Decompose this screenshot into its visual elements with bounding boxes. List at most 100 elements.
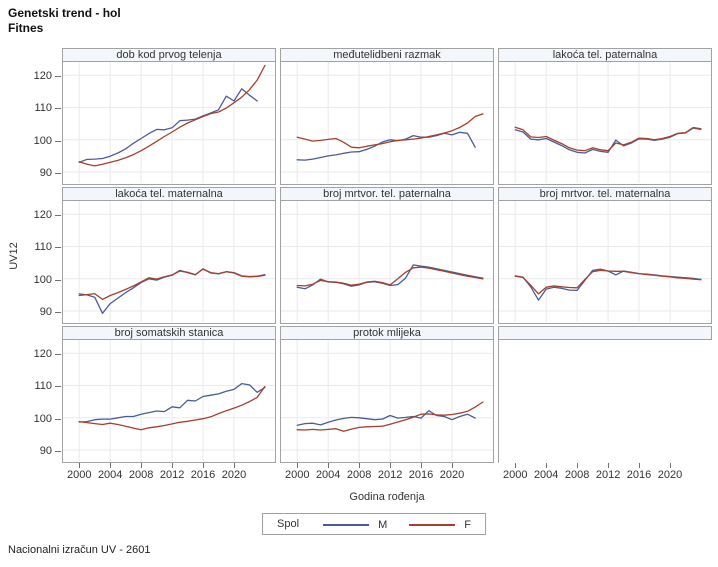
panel-plot-svg <box>281 340 493 461</box>
y-tick-mark <box>55 354 61 355</box>
y-tick-label: 90 <box>39 167 52 180</box>
x-tick-label: 2020 <box>657 469 683 481</box>
chart-title: Genetski trend - hol <box>8 6 121 20</box>
x-tick-label: 2000 <box>66 469 92 481</box>
x-tick-label: 2020 <box>221 469 247 481</box>
y-tick-label: 100 <box>33 273 52 286</box>
legend-title: Spol <box>277 518 300 530</box>
x-tick-mark <box>328 463 329 468</box>
legend-entry-label: F <box>464 519 471 531</box>
panel-plot-empty <box>498 340 712 463</box>
legend-line-swatch <box>409 524 456 526</box>
y-tick-mark <box>55 312 61 313</box>
chart-subtitle: Fitnes <box>8 21 44 35</box>
y-tick-mark <box>55 215 61 216</box>
x-tick-label: 2012 <box>159 469 185 481</box>
panel-plot-svg <box>281 62 493 183</box>
x-tick-mark <box>577 463 578 468</box>
panel-plot-svg <box>281 201 493 322</box>
legend-entry-m: M <box>323 519 387 531</box>
panel-plot-svg <box>63 201 275 322</box>
panel-header: broj somatskih stanica <box>62 326 276 340</box>
x-tick-mark <box>452 463 453 468</box>
x-tick-mark <box>546 463 547 468</box>
y-tick-label: 90 <box>39 306 52 319</box>
x-tick-label: 2008 <box>128 469 154 481</box>
y-tick-mark <box>55 386 61 387</box>
panel-header: lakoća tel. maternalna <box>62 187 276 201</box>
x-tick-label: 2004 <box>97 469 123 481</box>
panel-plot-svg <box>499 62 711 183</box>
panel-header: međutelidbeni razmak <box>280 48 494 62</box>
x-tick-mark <box>608 463 609 468</box>
panel-plot <box>280 62 494 185</box>
x-tick-label: 2008 <box>346 469 372 481</box>
y-tick-label: 110 <box>34 241 52 254</box>
legend-entry-label: M <box>378 519 388 531</box>
panel-plot <box>498 201 712 324</box>
legend-entry-f: F <box>409 519 471 531</box>
y-tick-label: 120 <box>33 209 52 222</box>
y-tick-mark <box>55 108 61 109</box>
panel-header: protok mlijeka <box>280 326 494 340</box>
x-tick-label: 2012 <box>595 469 621 481</box>
panel-plot-svg <box>63 340 275 461</box>
y-tick-label: 100 <box>33 134 52 147</box>
x-tick-mark <box>203 463 204 468</box>
panel-header: lakoća tel. paternalna <box>498 48 712 62</box>
y-tick-label: 120 <box>33 348 52 361</box>
panel-plot-svg <box>499 201 711 322</box>
y-tick-label: 120 <box>33 70 52 83</box>
x-tick-mark <box>141 463 142 468</box>
y-tick-mark <box>55 76 61 77</box>
x-tick-mark <box>390 463 391 468</box>
panel-plot <box>62 340 276 463</box>
x-tick-label: 2016 <box>190 469 216 481</box>
x-tick-label: 2016 <box>408 469 434 481</box>
y-tick-mark <box>55 419 61 420</box>
panel-header <box>498 326 712 340</box>
x-tick-label: 2016 <box>626 469 652 481</box>
x-tick-mark <box>639 463 640 468</box>
panel-plot <box>280 201 494 324</box>
x-tick-mark <box>110 463 111 468</box>
x-tick-label: 2020 <box>439 469 465 481</box>
x-tick-mark <box>421 463 422 468</box>
panel-plot <box>62 62 276 185</box>
x-tick-mark <box>670 463 671 468</box>
panel-header: dob kod prvog telenja <box>62 48 276 62</box>
x-tick-label: 2004 <box>315 469 341 481</box>
x-tick-mark <box>297 463 298 468</box>
y-tick-label: 110 <box>34 102 52 115</box>
panel-plot-svg <box>63 62 275 183</box>
x-tick-label: 2000 <box>284 469 310 481</box>
x-tick-label: 2008 <box>564 469 590 481</box>
x-tick-mark <box>79 463 80 468</box>
y-axis-label: UV12 <box>8 242 20 270</box>
x-tick-mark <box>515 463 516 468</box>
x-tick-mark <box>172 463 173 468</box>
footnote: Nacionalni izračun UV - 2601 <box>8 544 151 556</box>
panel-plot <box>280 340 494 463</box>
x-tick-mark <box>359 463 360 468</box>
y-tick-mark <box>55 173 61 174</box>
x-tick-label: 2000 <box>502 469 528 481</box>
panel-header: broj mrtvor. tel. maternalna <box>498 187 712 201</box>
panel-plot <box>498 62 712 185</box>
y-tick-mark <box>55 451 61 452</box>
x-tick-label: 2004 <box>533 469 559 481</box>
y-tick-label: 110 <box>34 380 52 393</box>
x-tick-mark <box>234 463 235 468</box>
x-axis-label: Godina rođenja <box>349 491 425 503</box>
x-tick-label: 2012 <box>377 469 403 481</box>
y-tick-label: 90 <box>39 445 52 458</box>
y-tick-mark <box>55 247 61 248</box>
panel-plot <box>62 201 276 324</box>
panel-header: broj mrtvor. tel. paternalna <box>280 187 494 201</box>
y-tick-mark <box>55 141 61 142</box>
legend-line-swatch <box>323 524 370 526</box>
y-tick-mark <box>55 280 61 281</box>
